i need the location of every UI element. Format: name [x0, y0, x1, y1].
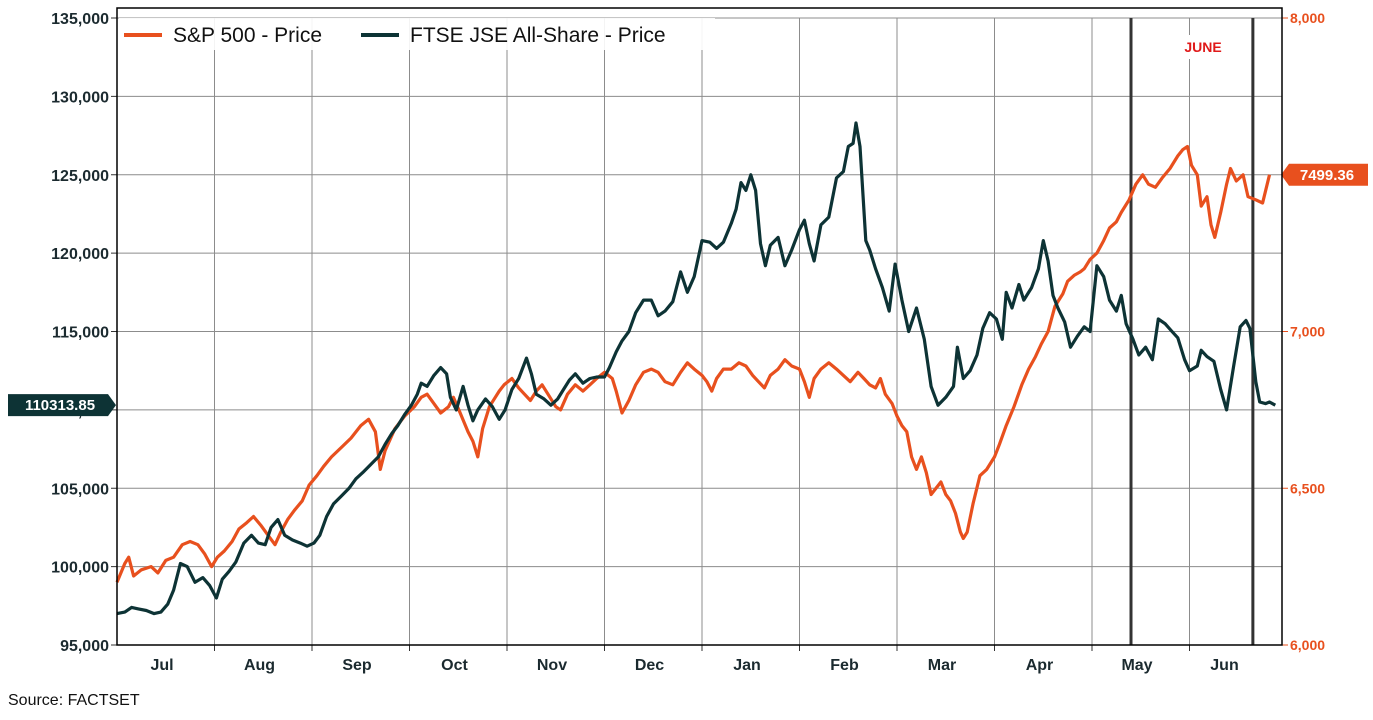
sp500-last-value-label: 7499.36	[1300, 167, 1354, 184]
right-tick-label: 6,500	[1290, 480, 1325, 496]
x-tick-label: Aug	[244, 657, 275, 674]
jse-line	[116, 121, 1277, 616]
jse-last-value-label: 110313.85	[25, 397, 95, 414]
x-tick-label: Jan	[733, 657, 761, 674]
line-chart: 95,000100,000105,000110,000115,000120,00…	[8, 7, 1368, 674]
left-tick-label: 100,000	[51, 560, 109, 577]
sp500-line	[115, 144, 1272, 583]
x-axis: Jul Aug Sep Oct Nov Dec Jan Feb Mar Apr May Jun	[150, 645, 1239, 674]
left-tick-label: 125,000	[51, 168, 109, 185]
x-tick-label: Apr	[1026, 657, 1054, 674]
series-layer	[115, 121, 1277, 616]
x-tick-label: Jun	[1210, 657, 1238, 674]
plot-border	[116, 7, 1283, 646]
left-axis: 95,000100,000105,000110,000115,000120,00…	[51, 11, 117, 655]
x-tick-label: May	[1121, 657, 1152, 674]
left-tick-label: 95,000	[60, 638, 109, 655]
legend-label-jse: FTSE JSE All-Share - Price	[410, 24, 666, 47]
left-tick-label: 105,000	[51, 481, 109, 498]
x-tick-label: Oct	[441, 657, 468, 674]
left-tick-label: 135,000	[51, 11, 109, 28]
june-highlight: JUNE	[1129, 18, 1255, 645]
right-tick-label: 8,000	[1290, 10, 1325, 26]
x-tick-label: Jul	[150, 657, 173, 674]
x-tick-label: Mar	[928, 657, 956, 674]
legend-background	[119, 18, 715, 50]
plot-background	[117, 8, 1282, 645]
x-tick-label: Sep	[342, 657, 372, 674]
source-note: Source: FACTSET	[8, 692, 140, 709]
sp500-last-value-flag	[1281, 163, 1368, 186]
x-tick-label: Feb	[830, 657, 859, 674]
june-label: JUNE	[1184, 39, 1221, 55]
june-label-box	[1171, 35, 1236, 59]
left-tick-label: 120,000	[51, 246, 109, 263]
right-tick-label: 7,000	[1290, 324, 1325, 340]
legend[interactable]: S&P 500 - Price FTSE JSE All-Share - Pri…	[119, 18, 715, 50]
left-tick-label: 130,000	[51, 89, 109, 106]
left-tick-label: 115,000	[52, 325, 109, 342]
legend-label-sp500: S&P 500 - Price	[173, 24, 322, 47]
x-tick-label: Nov	[537, 657, 567, 674]
x-tick-label: Dec	[635, 657, 664, 674]
right-tick-label: 6,000	[1290, 637, 1325, 653]
jse-last-value-flag	[8, 394, 116, 417]
value-flags: 110313.85 7499.36	[8, 163, 1368, 417]
